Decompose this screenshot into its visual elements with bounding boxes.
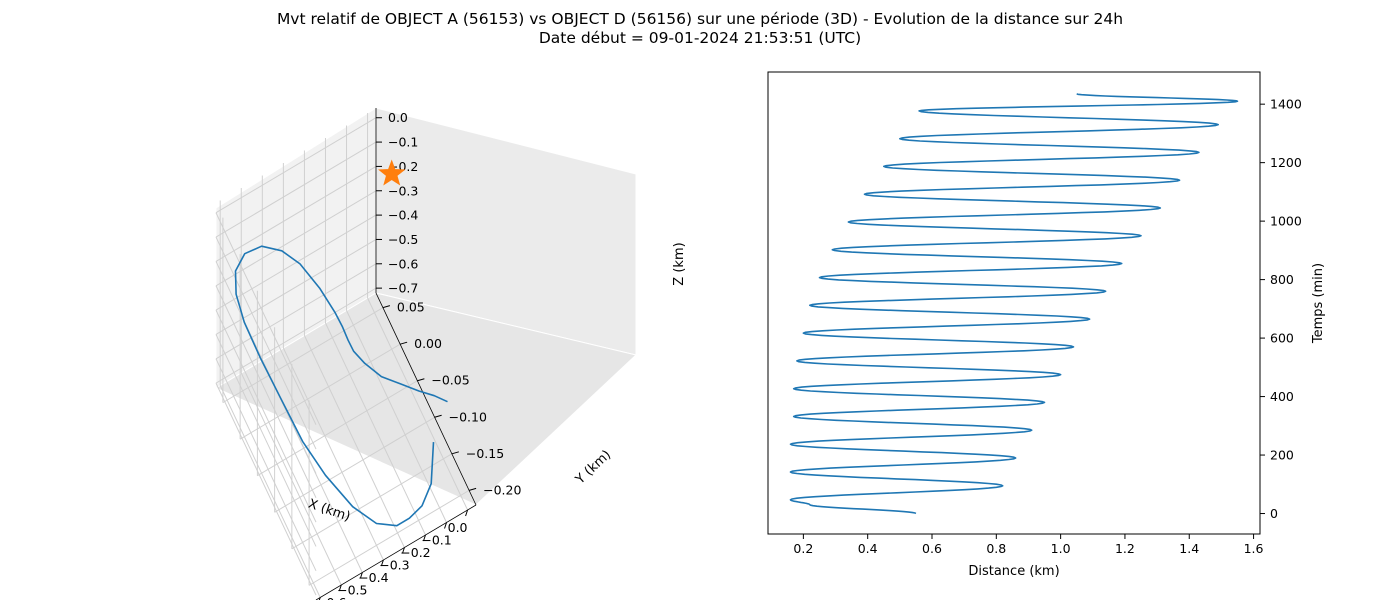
grid-line-z-wall [215, 190, 377, 287]
distance-axis-label: Distance (km) [968, 564, 1059, 579]
grid-line-z-wall [215, 285, 317, 498]
x-tick [380, 559, 384, 567]
target-star-marker [378, 159, 406, 186]
time-tick-label: 1400 [1270, 97, 1302, 112]
x-tick-label: −0.6 [316, 595, 346, 600]
z-tick-label: −0.6 [388, 256, 418, 271]
y-tick-label: 0.05 [397, 300, 425, 315]
time-tick-label: 400 [1270, 389, 1294, 404]
z-tick-label: −0.7 [388, 281, 418, 296]
grid-line-x-floor [325, 322, 426, 536]
y-tick [468, 487, 477, 491]
x-tick [401, 547, 405, 554]
z-axis-label: Z (km) [672, 242, 687, 285]
distance-tick-label: 0.6 [922, 541, 942, 556]
y-tick-label: 0.00 [414, 336, 442, 351]
grid-line-z-wall [215, 141, 377, 238]
grid-line-x-floor [219, 385, 321, 598]
grid-line-z-wall [215, 382, 317, 596]
x-tick [465, 509, 469, 517]
grid-line-z-wall [215, 309, 317, 523]
distance-tick-label: 0.2 [793, 541, 813, 556]
time-tick-label: 0 [1270, 506, 1278, 521]
z-tick-label: −0.3 [388, 183, 418, 198]
y-axis-line [375, 292, 477, 506]
x-tick [444, 522, 448, 529]
grid-line-z-wall [215, 358, 317, 572]
x-tick-label: −0.3 [379, 558, 409, 573]
grid-line-z-wall [215, 236, 317, 450]
grid-line-x-floor [303, 335, 405, 548]
z-tick-label: −0.5 [388, 232, 418, 247]
grid-line-y-floor [291, 453, 453, 550]
x-tick [359, 572, 363, 579]
x-tick-label: 0.0 [448, 520, 468, 535]
x-tick-label: −0.5 [337, 583, 367, 598]
trajectory-line [234, 245, 448, 527]
y-tick [451, 451, 459, 455]
time-tick-label: 200 [1270, 448, 1294, 463]
time-tick-label: 1200 [1270, 155, 1302, 170]
distance-tick-label: 1.2 [1115, 541, 1135, 556]
grid-3d [215, 113, 470, 598]
y-tick [382, 305, 391, 309]
grid-line-z-wall [215, 165, 377, 262]
y-tick [417, 378, 425, 382]
plot-3d-trajectory: −0.7−0.6−0.5−0.4−0.3−0.2−0.10.0−0.20−0.1… [214, 107, 687, 600]
chart-title: Mvt relatif de OBJECT A (56153) vs OBJEC… [0, 10, 1400, 48]
y-tick-label: −0.05 [431, 373, 469, 388]
distance-tick-label: 1.0 [1051, 541, 1071, 556]
time-axis-label: Temps (min) [1311, 263, 1326, 344]
grid-line-y-floor [257, 380, 418, 477]
x-tick [338, 584, 342, 592]
y-tick-label: −0.10 [449, 409, 487, 424]
distance-curve [789, 93, 1239, 515]
grid-line-z-wall [215, 212, 317, 425]
x-tick [422, 534, 426, 542]
z-tick-label: −0.1 [388, 135, 418, 150]
z-tick-label: 0.0 [388, 110, 408, 125]
distance-tick-label: 1.4 [1179, 541, 1199, 556]
time-tick-label: 600 [1270, 331, 1294, 346]
z-tick-label: −0.4 [388, 208, 418, 223]
distance-tick-label: 0.4 [858, 541, 878, 556]
plot-frame [767, 71, 1261, 535]
grid-line-y-floor [239, 343, 401, 440]
y-tick [400, 341, 408, 345]
grid-line-y-floor [308, 489, 470, 586]
x-axis-line [315, 504, 477, 600]
axes-3d: −0.7−0.6−0.5−0.4−0.3−0.2−0.10.0−0.20−0.1… [315, 108, 521, 600]
distance-tick-label: 1.6 [1244, 541, 1264, 556]
chart-title-line2: Date début = 09-01-2024 21:53:51 (UTC) [538, 29, 862, 47]
grid-line-x-floor [240, 372, 342, 586]
grid-line-y-floor [274, 416, 435, 513]
distance-tick-label: 0.8 [986, 541, 1006, 556]
grid-line-x-floor [367, 297, 469, 511]
grid-line-z-wall [215, 214, 377, 311]
y-tick [434, 414, 442, 418]
time-tick-label: 1000 [1270, 214, 1302, 229]
chart-title-line1: Mvt relatif de OBJECT A (56153) vs OBJEC… [276, 10, 1124, 28]
y-tick-label: −0.20 [483, 482, 521, 497]
grid-line-z-wall [215, 334, 317, 547]
grid-line-z-wall [215, 287, 377, 384]
time-tick-label: 800 [1270, 272, 1294, 287]
x-tick [318, 597, 321, 600]
grid-line-z-wall [215, 263, 377, 360]
y-tick-label: −0.15 [466, 446, 504, 461]
x-tick-label: −0.4 [358, 570, 388, 585]
grid-line-x-floor [282, 347, 384, 561]
grid-line-y-floor [222, 307, 384, 404]
axes-2d-ticks: 0.2 0.4 0.6 0.8 1.0 1.2 1.4 1.6 0 200 400 600 800 100… [793, 97, 1301, 556]
x-tick-label: −0.2 [400, 545, 430, 560]
grid-line-z-wall [215, 117, 377, 214]
x-tick-label: −0.1 [421, 533, 451, 548]
